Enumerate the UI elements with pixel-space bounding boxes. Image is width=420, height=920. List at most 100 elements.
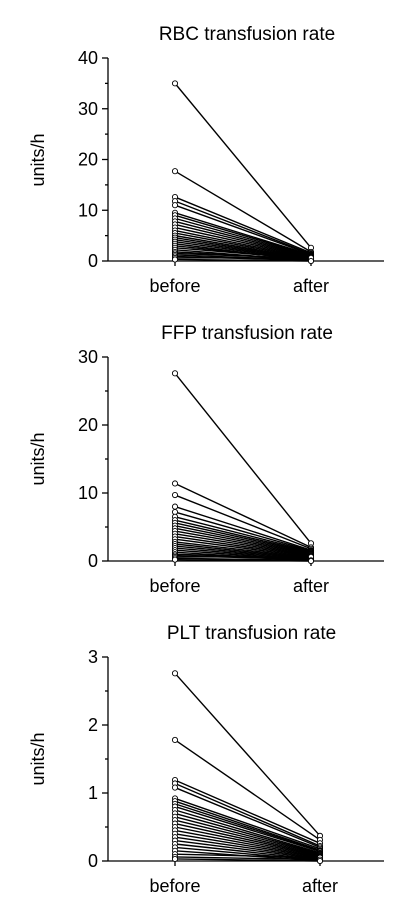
y-tick-label: 10 — [78, 200, 98, 220]
y-tick-label: 20 — [78, 150, 98, 170]
y-tick-label: 3 — [88, 647, 98, 667]
series-line-15 — [174, 826, 321, 857]
x-tick-label-after: after — [293, 276, 329, 296]
point-before-1 — [171, 670, 179, 677]
series-line-17 — [174, 833, 321, 859]
series-line-4 — [174, 505, 312, 551]
y-tick-label: 10 — [78, 483, 98, 503]
series-line-1 — [174, 372, 312, 544]
series-line-9 — [174, 220, 312, 258]
series-line-2 — [174, 739, 321, 841]
series-line-2 — [174, 482, 312, 549]
point-before-2 — [171, 168, 179, 175]
point-after-25 — [316, 857, 324, 865]
series-line-8 — [174, 522, 312, 554]
y-tick-label: 20 — [78, 415, 98, 435]
series-line-9 — [174, 805, 321, 853]
series-line-25 — [174, 558, 312, 562]
series-line-27 — [174, 258, 312, 262]
series-line-11 — [174, 812, 321, 855]
x-tick-label-before: before — [149, 576, 200, 596]
series-line-14 — [174, 234, 312, 260]
series-line-7 — [174, 214, 312, 257]
series-line-8 — [174, 217, 312, 257]
series-line-18 — [174, 836, 321, 859]
point-before-25 — [171, 556, 179, 563]
series-line-7 — [174, 800, 321, 851]
point-before-1 — [171, 80, 179, 87]
series-line-2 — [174, 170, 312, 253]
series-line-6 — [174, 516, 312, 553]
point-before-5 — [171, 784, 179, 791]
series-line-15 — [174, 236, 312, 261]
series-line-11 — [174, 226, 312, 259]
y-tick-label: 30 — [78, 99, 98, 119]
series-line-24 — [174, 557, 312, 562]
series-line-13 — [174, 535, 312, 557]
point-before-2 — [171, 736, 179, 744]
y-tick-label: 0 — [88, 851, 98, 871]
point-before-27 — [171, 256, 179, 263]
chart-panel-3: PLT transfusion rate 0 1 2 3 before after units… — [28, 623, 384, 896]
point-before-4 — [171, 503, 179, 510]
series-line-13 — [174, 232, 312, 260]
series-line-3 — [174, 196, 312, 254]
point-before-2 — [171, 480, 179, 487]
series-line-10 — [174, 527, 312, 555]
series-line-4 — [174, 782, 321, 847]
series-line-4 — [174, 200, 312, 255]
series-line-8 — [174, 803, 321, 852]
y-tick-label: 0 — [88, 551, 98, 571]
series-line-5 — [174, 204, 312, 256]
series-line-3 — [174, 494, 312, 550]
chart-panel-1: RBC transfusion rate 0 10 20 30 40 before after… — [28, 24, 384, 296]
x-tick-label-before: before — [149, 276, 200, 296]
chart-title: PLT transfusion rate — [167, 623, 336, 644]
series-line-6 — [174, 797, 321, 850]
y-axis-label: units/h — [28, 432, 48, 485]
y-tick-label: 2 — [88, 715, 98, 735]
series-line-1 — [174, 672, 321, 837]
series-line-9 — [174, 524, 312, 555]
series-line-10 — [174, 809, 321, 854]
point-before-5 — [171, 202, 179, 209]
series-line-6 — [174, 212, 312, 256]
point-before-1 — [171, 370, 179, 377]
chart-title: FFP transfusion rate — [161, 323, 333, 344]
series-line-12 — [174, 533, 312, 557]
series-line-5 — [174, 786, 321, 849]
point-before-25 — [171, 855, 179, 863]
y-tick-label: 30 — [78, 347, 98, 367]
series-line-7 — [174, 519, 312, 553]
series-line-19 — [174, 839, 321, 860]
chart-title: RBC transfusion rate — [159, 24, 335, 45]
series-line-14 — [174, 538, 312, 558]
y-axis-label: units/h — [28, 133, 48, 186]
x-tick-label-before: before — [149, 876, 200, 896]
point-after-25 — [307, 557, 315, 565]
series-line-12 — [174, 229, 312, 259]
series-line-16 — [174, 543, 312, 559]
y-axis-label: units/h — [28, 732, 48, 785]
series-line-3 — [174, 779, 321, 844]
series-line-5 — [174, 511, 312, 552]
series-line-1 — [174, 82, 312, 249]
point-before-3 — [171, 491, 179, 499]
series-line-21 — [174, 846, 321, 862]
series-line-13 — [174, 819, 321, 856]
chart-panel-2: FFP transfusion rate 0 10 20 30 before after un… — [28, 323, 384, 596]
series-line-16 — [174, 829, 321, 858]
x-tick-label-after: after — [302, 876, 338, 896]
series-line-11 — [174, 530, 312, 556]
y-tick-label: 40 — [78, 48, 98, 68]
series-line-14 — [174, 822, 321, 857]
x-tick-label-after: after — [293, 576, 329, 596]
series-line-12 — [174, 816, 321, 855]
series-line-24 — [174, 856, 321, 861]
series-line-25 — [174, 858, 321, 862]
series-line-10 — [174, 223, 312, 258]
series-line-23 — [174, 853, 321, 859]
y-tick-label: 1 — [88, 783, 98, 803]
